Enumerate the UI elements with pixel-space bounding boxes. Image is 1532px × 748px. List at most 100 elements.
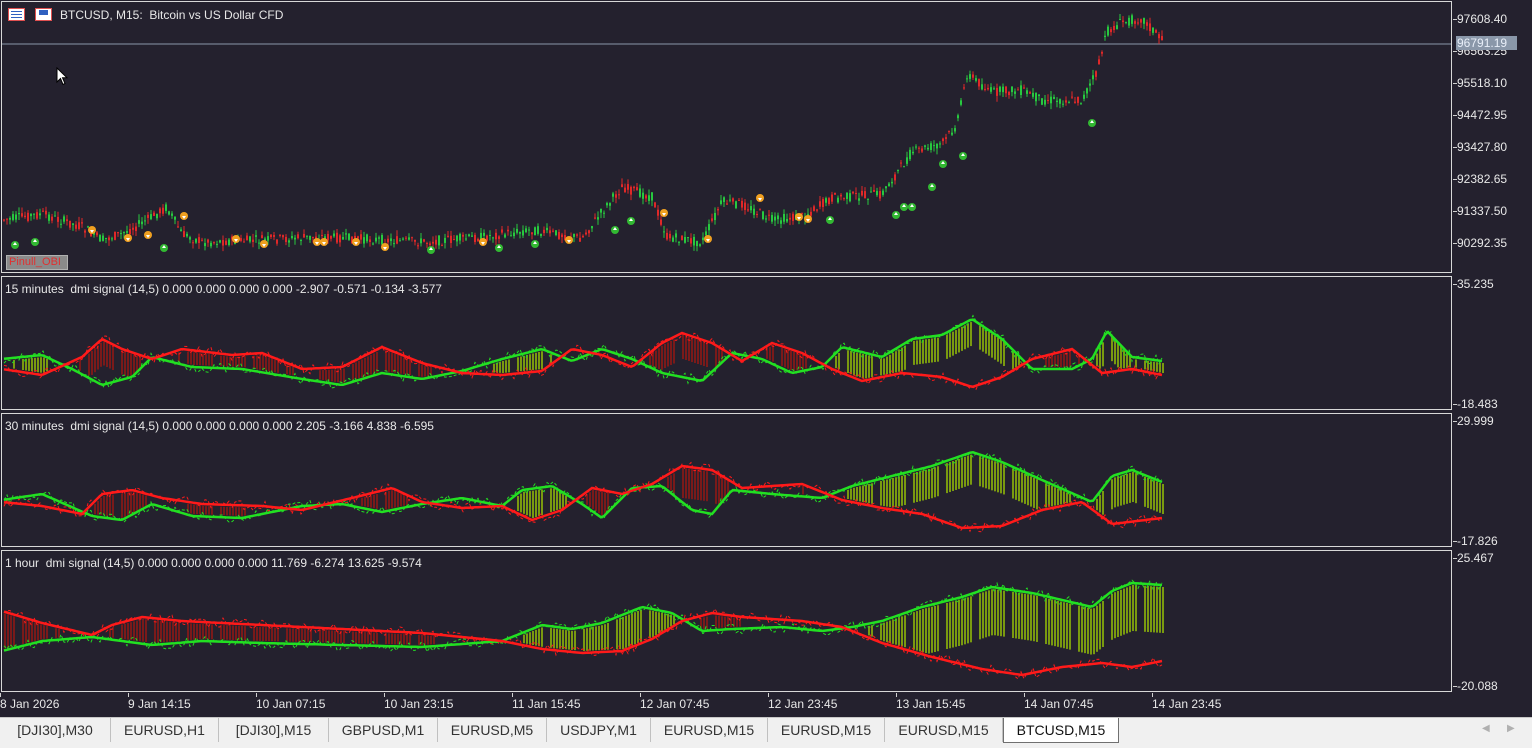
histogram-bar xyxy=(229,625,231,640)
time-tick: 14 Jan 07:45 xyxy=(1024,693,1094,711)
histogram-bar xyxy=(718,348,720,365)
candle-body xyxy=(684,237,686,243)
tab-eurusd-m5[interactable]: EURUSD,M5 xyxy=(438,718,547,742)
candle-body xyxy=(609,203,611,206)
histogram-bar xyxy=(589,492,591,507)
indicator-axis-1h[interactable]: 25.467 -20.088 xyxy=(1453,550,1532,693)
histogram-bar xyxy=(394,490,396,508)
chart-area[interactable]: BTCUSD, M15: Bitcoin vs US Dollar CFD Pi… xyxy=(0,0,1532,717)
histogram-bar xyxy=(25,358,27,371)
histogram-bar xyxy=(904,615,906,648)
histogram-bar xyxy=(889,354,891,374)
tab-eurusd-h1[interactable]: EURUSD,H1 xyxy=(111,718,219,742)
indicator-pane-1h[interactable]: 1 hour dmi signal (14,5) 0.000 0.000 0.0… xyxy=(1,550,1452,692)
candle-body xyxy=(342,237,344,240)
candle-body xyxy=(360,234,362,240)
indicator-pane-30m[interactable]: 30 minutes dmi signal (14,5) 0.000 0.000… xyxy=(1,413,1452,547)
candle-body xyxy=(240,238,242,241)
tab-btcusd-m15[interactable]: BTCUSD,M15 xyxy=(1003,718,1119,743)
histogram-bar xyxy=(418,363,420,377)
tab-eurusd-m15-c[interactable]: EURUSD,M15 xyxy=(885,718,1003,742)
histogram-bar xyxy=(136,620,138,641)
histogram-bar xyxy=(145,619,147,643)
candle-body xyxy=(681,235,683,241)
tabs-scroll-left-icon[interactable]: ◀ xyxy=(1482,723,1490,734)
histogram-bar xyxy=(1102,491,1104,515)
histogram-bar xyxy=(538,628,540,647)
tab-eurusd-m15-a[interactable]: EURUSD,M15 xyxy=(651,718,768,742)
histogram-bar xyxy=(520,356,522,372)
candle-body xyxy=(390,238,392,242)
candle-body xyxy=(576,234,578,236)
candle-body xyxy=(399,240,401,242)
candle-body xyxy=(402,238,404,240)
candle-body xyxy=(951,132,953,135)
histogram-bar xyxy=(994,335,996,360)
candle-body xyxy=(351,236,353,244)
candle-body xyxy=(762,211,764,220)
tabs-scroll-right-icon[interactable]: ▶ xyxy=(1507,723,1515,734)
histogram-bar xyxy=(235,356,237,367)
histogram-bar xyxy=(700,341,702,365)
histogram-bar xyxy=(127,623,129,640)
histogram-bar xyxy=(958,458,960,489)
dmi-plus-line xyxy=(3,451,1163,522)
tab-dji30-m30[interactable]: [DJI30],M30 xyxy=(0,718,111,742)
histogram-bar xyxy=(211,354,213,366)
histogram-bar xyxy=(835,356,837,369)
tab-usdjpy-m1[interactable]: USDJPY,M1 xyxy=(547,718,651,742)
histogram-bar xyxy=(937,605,939,652)
candle-body xyxy=(876,190,878,196)
candle-body xyxy=(627,184,629,190)
histogram-bar xyxy=(46,358,48,372)
histogram-bar xyxy=(232,357,234,367)
histogram-bar xyxy=(109,495,111,517)
price-axis-main[interactable]: 97608.40 96563.25 95518.10 94472.95 9342… xyxy=(1452,1,1532,273)
candle-body xyxy=(267,236,269,241)
candle-body xyxy=(879,191,881,199)
histogram-bar xyxy=(295,628,297,642)
candle-body xyxy=(87,226,89,228)
histogram-bar xyxy=(838,353,840,370)
tab-dji30-m15[interactable]: [DJI30],M15 xyxy=(219,718,329,742)
histogram-bar xyxy=(397,633,399,645)
candle-body xyxy=(135,226,137,231)
indicator-axis-30m[interactable]: 29.999 -17.826 xyxy=(1453,413,1532,548)
histogram-bar xyxy=(1162,587,1164,633)
save-icon[interactable] xyxy=(35,8,52,21)
price-tick: 93427.80 xyxy=(1452,140,1508,154)
histogram-bar xyxy=(1027,594,1029,641)
histogram-bar xyxy=(43,625,45,639)
histogram-bar xyxy=(883,622,885,642)
main-price-pane[interactable]: BTCUSD, M15: Bitcoin vs US Dollar CFD Pi… xyxy=(1,1,1452,273)
histogram-bar xyxy=(139,493,141,509)
histogram-bar xyxy=(1114,477,1116,508)
tab-eurusd-m15-b[interactable]: EURUSD,M15 xyxy=(768,718,885,742)
indicator-axis-15m[interactable]: 35.235 -18.483 xyxy=(1453,276,1532,411)
candle-body xyxy=(417,245,419,247)
histogram-bar xyxy=(880,358,882,376)
histogram-bar xyxy=(970,322,972,347)
histogram-bar xyxy=(718,475,720,505)
histogram-bar xyxy=(241,507,243,516)
histogram-bar xyxy=(397,492,399,507)
candle-body xyxy=(678,241,680,243)
histogram-bar xyxy=(37,357,39,373)
tab-gbpusd-m1[interactable]: GBPUSD,M1 xyxy=(329,718,438,742)
histogram-bar xyxy=(28,620,30,643)
histogram-bar xyxy=(901,616,903,647)
histogram-bar xyxy=(919,610,921,652)
time-axis[interactable]: 8 Jan 2026 9 Jan 14:15 10 Jan 07:15 10 J… xyxy=(0,693,1452,713)
candle-body xyxy=(549,230,551,234)
table-icon[interactable] xyxy=(8,8,25,21)
histogram-bar xyxy=(604,624,606,650)
histogram-bar xyxy=(982,457,984,488)
histogram-bar xyxy=(1093,608,1095,655)
candle-body xyxy=(72,223,74,225)
candle-body xyxy=(462,234,464,237)
indicator-pane-15m[interactable]: 15 minutes dmi signal (14,5) 0.000 0.000… xyxy=(1,276,1452,410)
trade-object-label[interactable]: Pinull_OBI xyxy=(6,255,68,270)
histogram-bar xyxy=(406,634,408,645)
histogram-bar xyxy=(1123,349,1125,369)
sell-signal-arrow-icon xyxy=(260,240,268,248)
